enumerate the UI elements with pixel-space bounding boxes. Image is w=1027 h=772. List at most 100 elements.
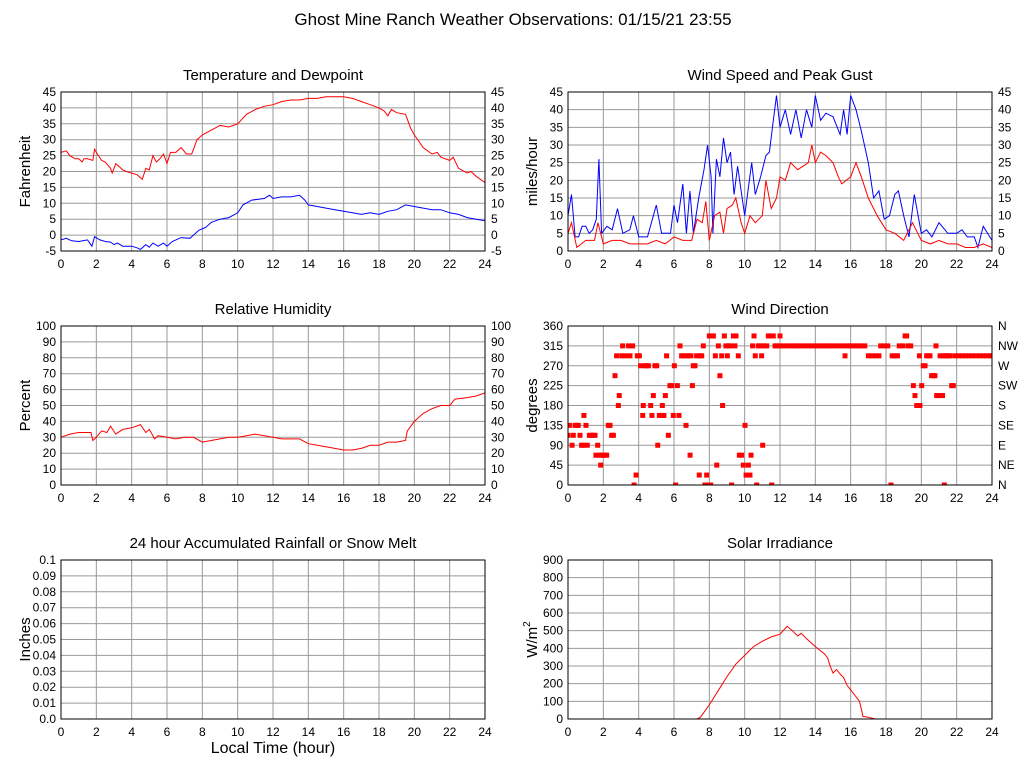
data-point [732, 343, 738, 349]
data-point [759, 353, 765, 359]
data-point [696, 472, 702, 478]
plot-frame [567, 559, 993, 720]
data-point [677, 343, 683, 349]
data-point [704, 472, 710, 478]
x-tick-label: 18 [372, 725, 386, 739]
y-tick-label: 0 [556, 712, 563, 726]
y-tick-label: 60 [43, 383, 57, 397]
right-tick-label: 0 [491, 228, 498, 242]
plot-frame [567, 91, 993, 252]
y-tick-label: 0.07 [33, 601, 57, 615]
data-point [809, 343, 815, 349]
x-tick-label: 20 [915, 257, 929, 271]
data-point [592, 432, 598, 438]
data-point [802, 343, 808, 349]
plot-frame [60, 325, 486, 486]
data-point [767, 333, 773, 339]
x-tick-label: 18 [879, 725, 893, 739]
x-tick-label: 14 [302, 725, 316, 739]
scatter-series [568, 333, 992, 485]
x-tick-label: 10 [738, 257, 752, 271]
x-tick-label: 12 [773, 257, 787, 271]
chart-title: Relative Humidity [215, 301, 332, 318]
x-tick-label: 10 [231, 725, 245, 739]
data-point [878, 343, 884, 349]
y-tick-label: 10 [43, 462, 57, 476]
data-point [781, 343, 787, 349]
data-point [916, 353, 922, 359]
right-tick-label: 10 [491, 462, 505, 476]
data-point [581, 412, 587, 418]
x-tick-label: 22 [443, 725, 457, 739]
data-point [633, 472, 639, 478]
y-tick-label: 900 [543, 553, 563, 567]
data-point [910, 383, 916, 389]
data-point [727, 343, 733, 349]
x-tick-label: 4 [635, 725, 642, 739]
y-tick-label: 90 [43, 335, 57, 349]
data-point [721, 333, 727, 339]
plot-frame [567, 325, 993, 486]
data-point [739, 452, 745, 458]
y-tick-label: 0 [49, 478, 56, 492]
data-point [700, 343, 706, 349]
data-point [625, 343, 631, 349]
y-tick-label: 25 [43, 149, 57, 163]
right-tick-label: 5 [998, 226, 1005, 240]
right-tick-label: 15 [998, 191, 1012, 205]
y-tick-label: 600 [543, 606, 563, 620]
data-point [719, 353, 725, 359]
chart-title: Temperature and Dewpoint [183, 67, 364, 84]
x-tick-label: 8 [199, 725, 206, 739]
x-tick-label: 4 [128, 725, 135, 739]
data-point [760, 442, 766, 448]
right-tick-label: 70 [491, 367, 505, 381]
y-tick-label: 100 [543, 694, 563, 708]
data-point [984, 353, 990, 359]
y-tick-label: 300 [543, 659, 563, 673]
data-point [751, 333, 757, 339]
y-tick-label: 80 [43, 351, 57, 365]
data-point [687, 452, 693, 458]
data-point [650, 393, 656, 399]
data-point [989, 353, 992, 359]
data-point [761, 343, 767, 349]
data-point [977, 353, 983, 359]
plot-frame [60, 559, 486, 720]
plot-frame [60, 91, 486, 252]
data-point [717, 373, 723, 379]
x-tick-label: 4 [635, 491, 642, 505]
x-tick-label: 12 [266, 725, 280, 739]
data-point [577, 432, 583, 438]
data-point [917, 403, 923, 408]
data-point [688, 353, 694, 359]
right-tick-label: 0 [491, 478, 498, 492]
y-tick-label: 40 [43, 101, 57, 115]
y-axis-label: miles/hour [524, 137, 541, 206]
right-tick-label: 20 [491, 446, 505, 460]
data-point [788, 343, 794, 349]
data-point [712, 353, 718, 359]
y-tick-label: 400 [543, 641, 563, 655]
data-point [702, 482, 708, 485]
data-point [823, 343, 829, 349]
chart-title: Solar Irradiance [727, 535, 833, 552]
y-tick-label: 35 [550, 120, 564, 134]
data-point [844, 343, 850, 349]
data-point [715, 343, 721, 349]
data-point [837, 343, 843, 349]
data-point [664, 353, 670, 359]
y-axis-label: degrees [524, 378, 541, 432]
data-point [740, 462, 746, 468]
data-point [966, 353, 972, 359]
data-point [699, 353, 705, 359]
right-tick-label: 80 [491, 351, 505, 365]
right-tick-label: 35 [491, 117, 505, 131]
right-tick-label: 45 [491, 85, 505, 99]
data-point [805, 343, 811, 349]
data-point [669, 383, 675, 389]
right-tick-label: 50 [491, 399, 505, 413]
data-point [858, 343, 864, 349]
